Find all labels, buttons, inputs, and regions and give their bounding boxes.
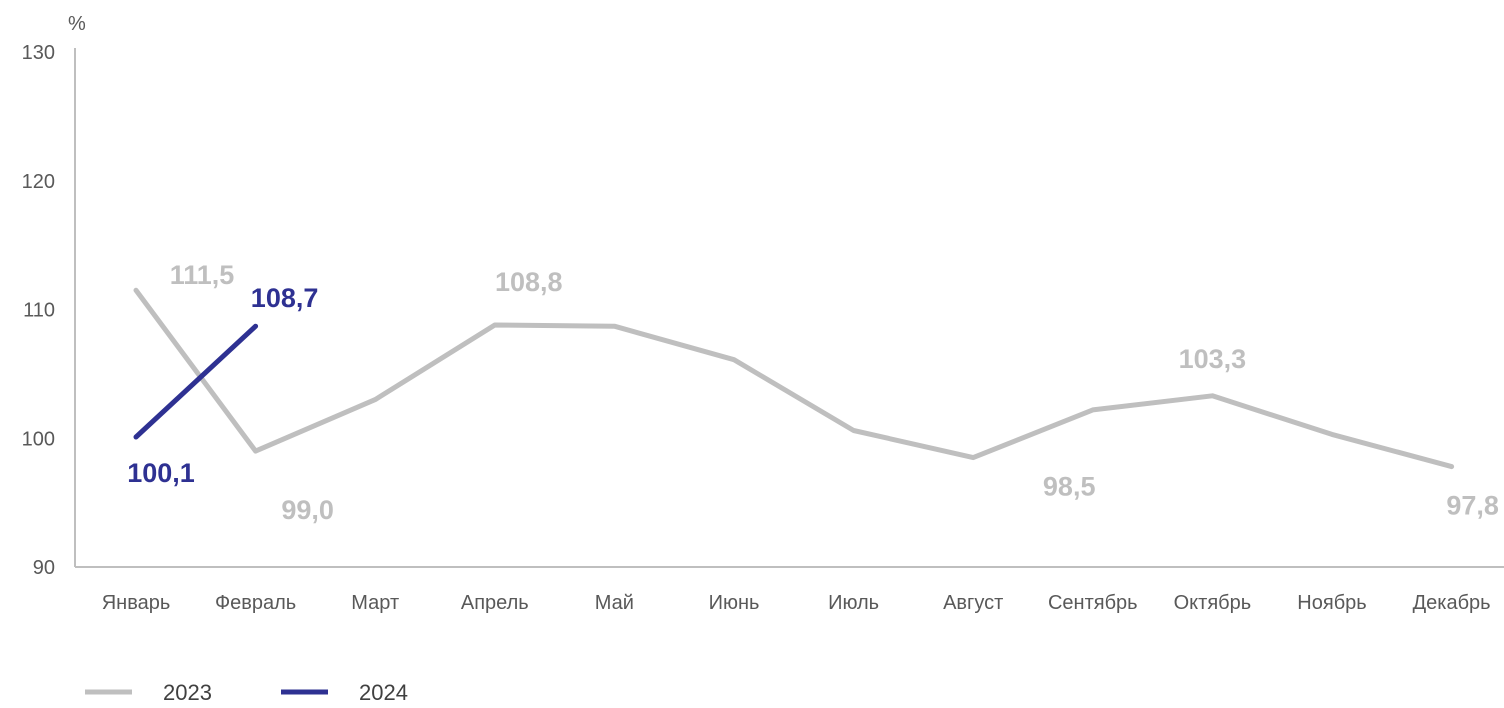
y-tick-label: 100 [22,428,55,450]
data-label-2023: 111,5 [170,260,235,290]
x-tick-label: Октябрь [1174,592,1252,614]
x-tick-labels: Январь Февраль Март Апрель Май Июнь Июль Август… [102,592,1491,614]
x-tick-label: Февраль [215,592,296,614]
x-tick-label: Сентябрь [1048,592,1138,614]
y-tick-label: 130 [22,42,55,64]
data-label-2023: 98,5 [1043,472,1096,502]
y-tick-label: 120 [22,171,55,193]
data-label-2024: 108,7 [251,283,319,313]
data-label-2023: 103,3 [1179,344,1247,374]
legend-label-2023: 2023 [163,680,212,703]
data-label-2023: 97,8 [1446,491,1499,521]
x-tick-label: Ноябрь [1297,592,1366,614]
data-label-2023: 99,0 [281,495,334,525]
legend-label-2024: 2024 [359,680,408,703]
series-line-2024 [136,326,256,437]
x-tick-label: Апрель [461,592,529,614]
legend: 2023 2024 [85,680,408,703]
data-labels: 111,5 99,0 108,8 98,5 103,3 97,8 100,1 108,7 [127,260,1499,525]
y-tick-label: 90 [33,557,55,579]
x-tick-label: Июнь [709,592,760,614]
x-tick-label: Август [943,592,1003,614]
y-axis-unit-label: % [68,13,86,35]
series-lines [136,290,1452,467]
data-label-2024: 100,1 [127,458,195,488]
x-tick-label: Май [595,592,634,614]
y-tick-label: 110 [23,300,55,322]
x-tick-label: Март [351,592,399,614]
x-tick-label: Декабрь [1413,592,1491,614]
series-line-2023 [136,290,1452,466]
x-tick-label: Июль [828,592,879,614]
y-tick-labels: 90 100 110 120 130 [22,42,55,579]
x-tick-label: Январь [102,592,171,614]
data-label-2023: 108,8 [495,267,563,297]
